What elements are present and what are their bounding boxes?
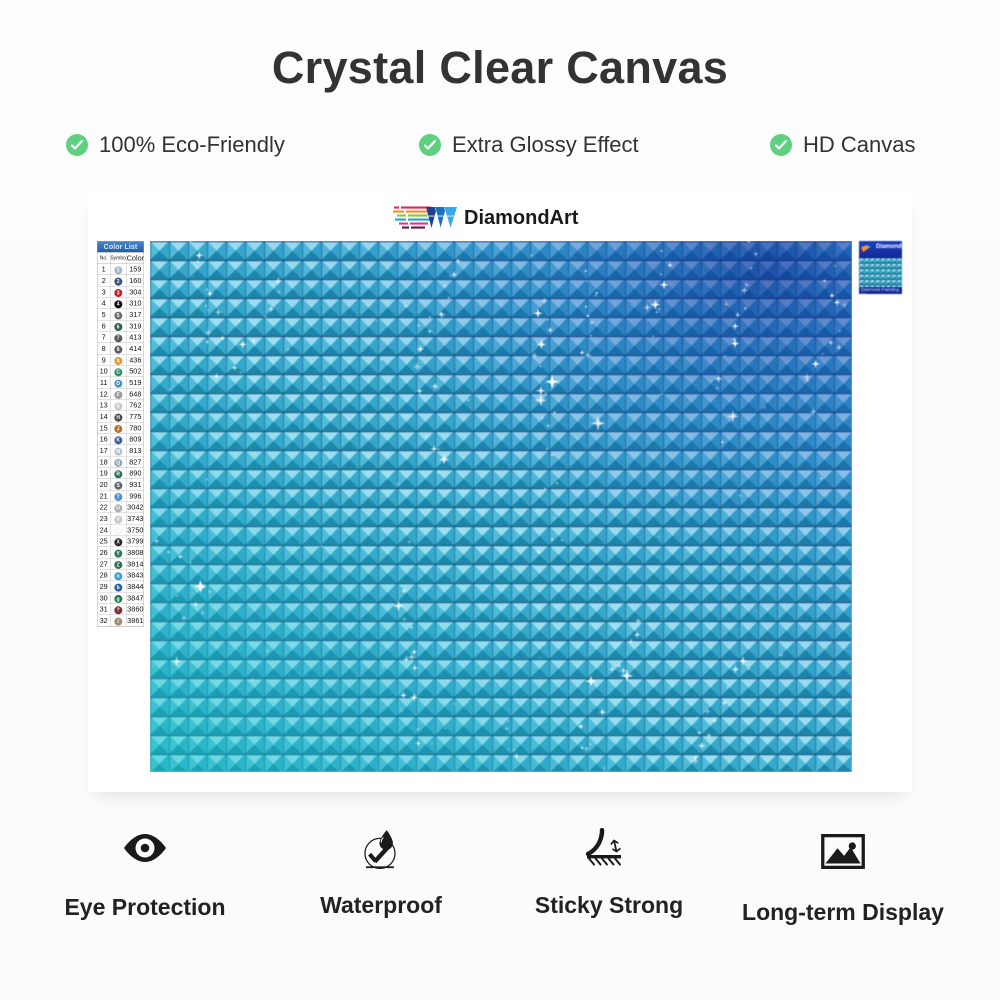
svg-text:DiamondArt: DiamondArt (464, 207, 579, 229)
